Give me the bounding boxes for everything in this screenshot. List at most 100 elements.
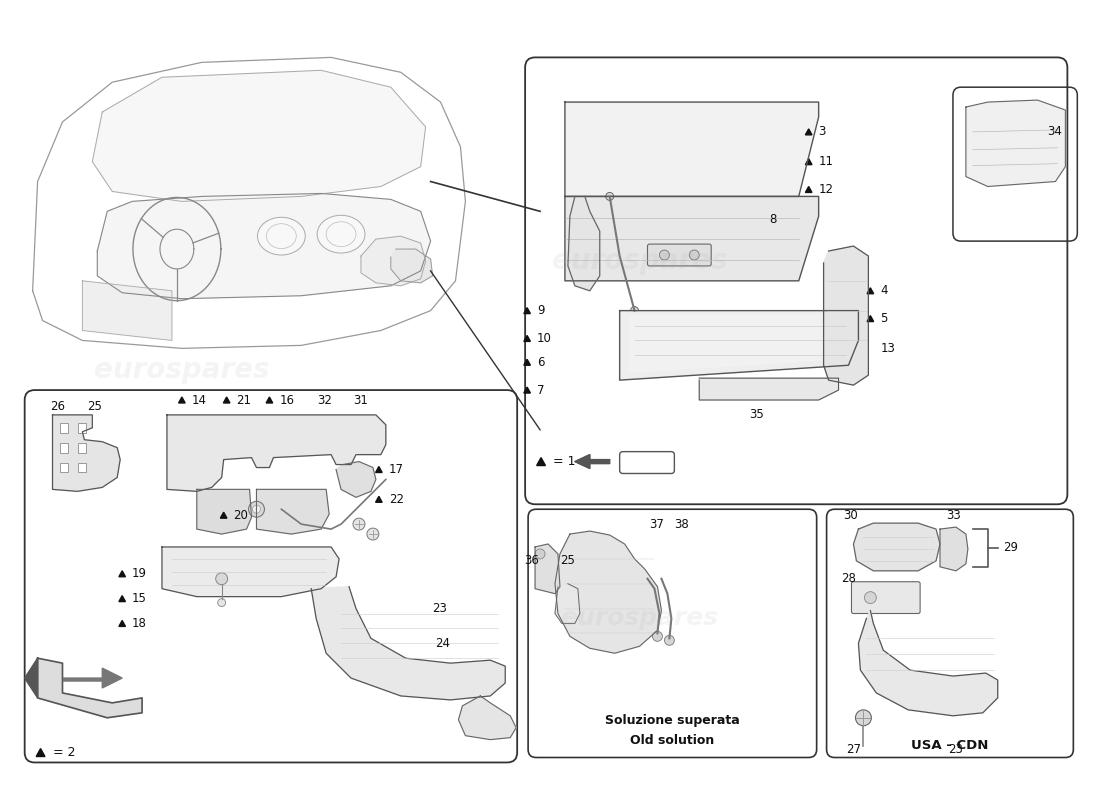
- Text: 23: 23: [948, 743, 962, 756]
- Text: 27: 27: [847, 743, 861, 756]
- Circle shape: [652, 631, 662, 642]
- Text: 35: 35: [749, 408, 763, 422]
- Polygon shape: [53, 415, 120, 491]
- Circle shape: [856, 710, 871, 726]
- Polygon shape: [524, 359, 530, 366]
- Polygon shape: [178, 397, 185, 403]
- Circle shape: [216, 573, 228, 585]
- Text: 3: 3: [818, 126, 826, 138]
- Polygon shape: [537, 458, 546, 466]
- Polygon shape: [940, 527, 968, 571]
- Polygon shape: [459, 696, 516, 740]
- Polygon shape: [854, 523, 940, 571]
- Polygon shape: [966, 100, 1066, 186]
- Polygon shape: [220, 512, 227, 518]
- Text: 31: 31: [353, 394, 367, 406]
- Polygon shape: [375, 466, 382, 473]
- Ellipse shape: [317, 215, 365, 253]
- Text: 6: 6: [537, 356, 544, 369]
- Polygon shape: [53, 668, 122, 688]
- FancyBboxPatch shape: [851, 582, 920, 614]
- Polygon shape: [361, 236, 426, 286]
- Text: 21: 21: [236, 394, 252, 406]
- Text: 4: 4: [880, 284, 888, 298]
- Polygon shape: [97, 194, 430, 298]
- Polygon shape: [92, 70, 426, 202]
- Polygon shape: [337, 462, 376, 498]
- Text: 17: 17: [388, 463, 404, 476]
- Polygon shape: [629, 315, 850, 372]
- Bar: [60, 423, 68, 433]
- Text: eurospares: eurospares: [552, 247, 727, 275]
- Text: 24: 24: [436, 637, 451, 650]
- Polygon shape: [256, 490, 329, 534]
- Text: 12: 12: [818, 183, 834, 196]
- Polygon shape: [119, 596, 125, 602]
- Text: 9: 9: [537, 304, 544, 317]
- Polygon shape: [858, 610, 998, 716]
- Text: 29: 29: [1003, 542, 1018, 554]
- Text: 25: 25: [560, 554, 575, 567]
- Polygon shape: [575, 454, 609, 469]
- Polygon shape: [805, 158, 812, 165]
- Polygon shape: [524, 308, 530, 314]
- Text: 37: 37: [649, 518, 664, 530]
- Text: Old solution: Old solution: [630, 734, 715, 747]
- Text: 25: 25: [87, 401, 102, 414]
- Text: 28: 28: [842, 572, 857, 586]
- Circle shape: [606, 193, 614, 200]
- Bar: [78, 462, 87, 473]
- Text: 33: 33: [946, 509, 960, 522]
- Text: 14: 14: [191, 394, 207, 406]
- Text: 11: 11: [818, 155, 834, 168]
- Polygon shape: [805, 186, 812, 193]
- Polygon shape: [556, 584, 580, 623]
- Circle shape: [865, 592, 877, 603]
- Text: 23: 23: [432, 602, 448, 615]
- Polygon shape: [390, 249, 432, 283]
- Circle shape: [630, 306, 639, 314]
- Text: 7: 7: [537, 383, 544, 397]
- Polygon shape: [524, 335, 530, 342]
- Polygon shape: [805, 129, 812, 135]
- Text: = 1: = 1: [553, 455, 575, 468]
- Circle shape: [218, 598, 226, 606]
- Text: 8: 8: [769, 213, 777, 226]
- Polygon shape: [197, 490, 252, 534]
- Polygon shape: [535, 544, 560, 594]
- Polygon shape: [867, 315, 873, 322]
- Text: 13: 13: [880, 342, 895, 355]
- Bar: [78, 423, 87, 433]
- Text: 30: 30: [844, 509, 858, 522]
- Text: 32: 32: [317, 394, 332, 406]
- Bar: [78, 442, 87, 453]
- Polygon shape: [524, 387, 530, 393]
- Text: 20: 20: [233, 509, 249, 522]
- Text: 22: 22: [388, 493, 404, 506]
- Polygon shape: [36, 749, 45, 757]
- Polygon shape: [867, 288, 873, 294]
- Text: 18: 18: [132, 617, 147, 630]
- Text: 15: 15: [132, 592, 147, 605]
- Text: eurospares: eurospares: [561, 606, 718, 630]
- Polygon shape: [556, 531, 661, 654]
- Polygon shape: [619, 310, 858, 380]
- Bar: [60, 462, 68, 473]
- Text: 26: 26: [51, 401, 66, 414]
- Polygon shape: [119, 621, 125, 626]
- Bar: [60, 442, 68, 453]
- Polygon shape: [162, 547, 339, 597]
- Polygon shape: [375, 496, 382, 502]
- Polygon shape: [82, 281, 172, 341]
- Circle shape: [690, 250, 700, 260]
- Text: 38: 38: [674, 518, 689, 530]
- Polygon shape: [700, 378, 838, 400]
- Circle shape: [367, 528, 378, 540]
- Text: eurospares: eurospares: [95, 356, 270, 384]
- Text: 19: 19: [132, 567, 147, 580]
- Circle shape: [659, 250, 670, 260]
- Circle shape: [249, 502, 264, 517]
- Polygon shape: [568, 197, 600, 290]
- Ellipse shape: [257, 218, 305, 255]
- Polygon shape: [119, 571, 125, 577]
